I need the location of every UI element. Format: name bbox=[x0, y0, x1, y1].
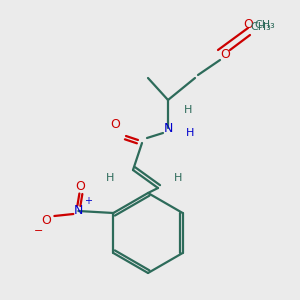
Text: O: O bbox=[41, 214, 51, 227]
Text: O: O bbox=[243, 19, 253, 32]
Text: O: O bbox=[220, 49, 230, 62]
Text: CH₃: CH₃ bbox=[250, 22, 272, 32]
Text: −: − bbox=[34, 226, 43, 236]
Text: H: H bbox=[184, 105, 192, 115]
Text: O: O bbox=[110, 118, 120, 131]
Text: +: + bbox=[84, 196, 92, 206]
Text: N: N bbox=[74, 205, 83, 218]
Text: CH₃: CH₃ bbox=[255, 20, 275, 30]
Text: O: O bbox=[75, 179, 85, 193]
Text: H: H bbox=[186, 128, 194, 138]
Text: H: H bbox=[106, 173, 114, 183]
Text: N: N bbox=[163, 122, 173, 134]
Text: H: H bbox=[174, 173, 182, 183]
